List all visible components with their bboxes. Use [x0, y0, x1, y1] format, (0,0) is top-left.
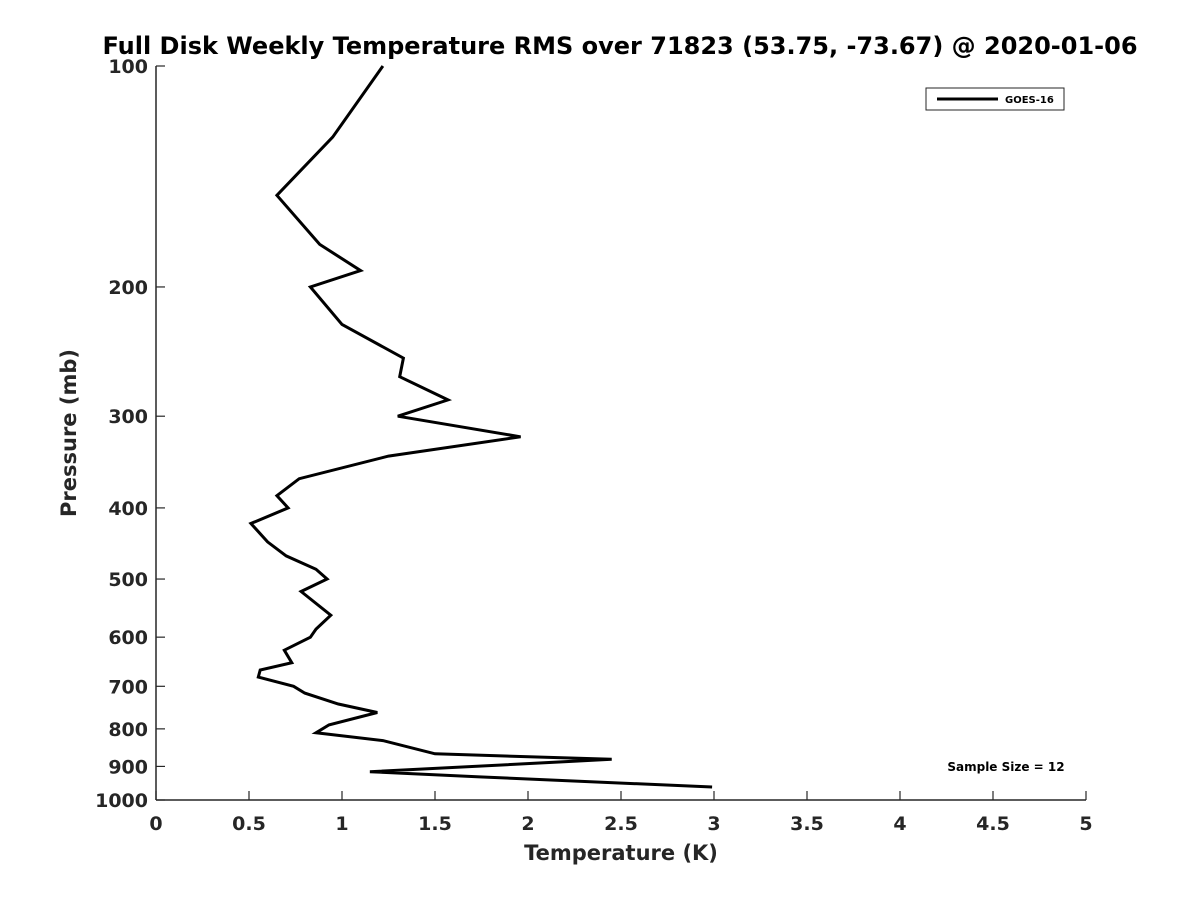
- y-axis-label: Pressure (mb): [57, 349, 81, 517]
- series-layer: [248, 65, 713, 789]
- y-tick-label: 800: [108, 719, 148, 741]
- x-axis-ticks: 0 0.5 1 1.5 2 2.5 3 3.5 4 4.5 5: [149, 791, 1093, 835]
- legend-entry-goes-16: GOES-16: [1005, 95, 1054, 106]
- x-tick-label: 4: [893, 813, 906, 835]
- y-tick-label: 700: [108, 676, 148, 698]
- y-axis-ticks: 100 200 300 400 500 600 700 800 900 1000: [95, 56, 165, 812]
- x-tick-label: 4.5: [976, 813, 1010, 835]
- sample-size-annotation: Sample Size = 12: [947, 760, 1064, 774]
- x-tick-label: 5: [1079, 813, 1092, 835]
- x-tick-label: 0.5: [232, 813, 266, 835]
- y-tick-label: 500: [108, 569, 148, 591]
- chart-title: Full Disk Weekly Temperature RMS over 71…: [102, 32, 1137, 60]
- y-tick-label: 600: [108, 627, 148, 649]
- y-tick-label: 200: [108, 277, 148, 299]
- x-axis-label: Temperature (K): [524, 841, 718, 865]
- y-tick-label: 300: [108, 406, 148, 428]
- y-tick-label: 1000: [95, 790, 148, 812]
- x-tick-label: 0: [149, 813, 162, 835]
- y-tick-label: 100: [108, 56, 148, 78]
- x-tick-label: 2.5: [604, 813, 638, 835]
- x-tick-label: 1: [335, 813, 348, 835]
- x-tick-label: 1.5: [418, 813, 452, 835]
- x-tick-label: 3.5: [790, 813, 824, 835]
- legend[interactable]: GOES-16: [925, 87, 1065, 111]
- x-tick-label: 3: [707, 813, 720, 835]
- y-tick-label: 900: [108, 756, 148, 778]
- series-line-goes-16: [248, 65, 713, 789]
- x-tick-label: 2: [521, 813, 534, 835]
- y-tick-label: 400: [108, 498, 148, 520]
